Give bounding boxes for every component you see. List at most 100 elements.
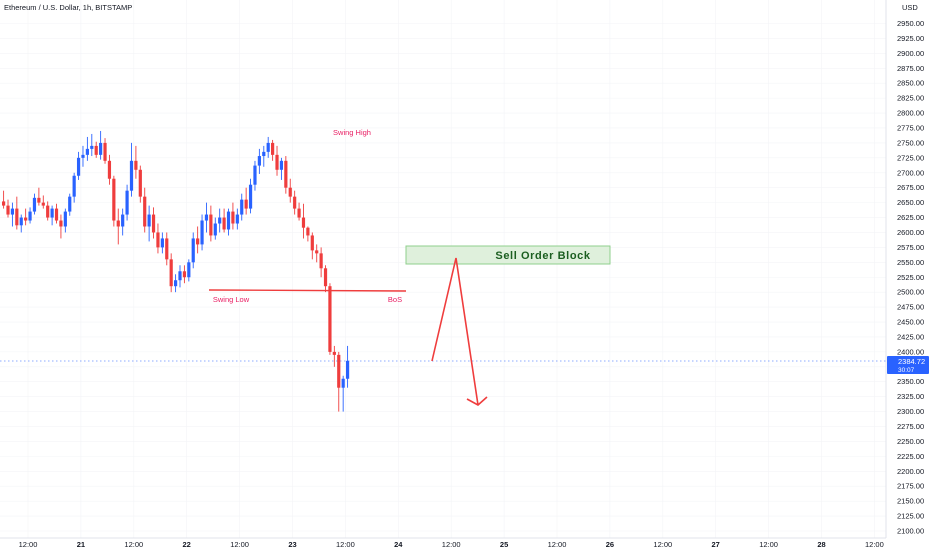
price-tick-label: 2675.00 bbox=[897, 183, 924, 192]
candle bbox=[257, 148, 261, 174]
candle bbox=[266, 136, 270, 158]
candle bbox=[231, 202, 235, 230]
price-tick-label: 2125.00 bbox=[897, 512, 924, 521]
projection-path[interactable] bbox=[431, 257, 479, 406]
candle bbox=[54, 203, 59, 224]
candle-body bbox=[72, 175, 76, 197]
candle bbox=[244, 187, 248, 215]
time-axis[interactable]: 12:00 21 12:00 22 12:00 23 12:00 24 12:00 25 12:00… bbox=[19, 540, 884, 549]
candle bbox=[143, 187, 147, 233]
price-tick-label: 2425.00 bbox=[897, 332, 924, 341]
candle bbox=[240, 193, 244, 221]
candle-body bbox=[94, 145, 98, 155]
candle bbox=[46, 201, 50, 221]
price-tick-label: 2275.00 bbox=[897, 422, 924, 431]
price-tick-label: 2825.00 bbox=[897, 94, 924, 103]
price-tick-label: 2700.00 bbox=[897, 168, 924, 177]
candle-body bbox=[204, 214, 209, 221]
candle-body bbox=[293, 196, 297, 209]
candle bbox=[204, 202, 209, 233]
candle-body bbox=[288, 187, 292, 197]
candle bbox=[226, 208, 231, 236]
candle bbox=[138, 165, 142, 203]
candle bbox=[129, 142, 134, 197]
candle-body bbox=[85, 148, 89, 155]
candle bbox=[94, 141, 98, 158]
candle-body bbox=[81, 154, 85, 158]
candle bbox=[301, 203, 306, 239]
currency-label[interactable]: USD bbox=[902, 3, 918, 12]
price-tick-label: 2850.00 bbox=[897, 79, 924, 88]
candle bbox=[81, 145, 85, 167]
candle-body bbox=[187, 262, 191, 278]
candle-body bbox=[6, 205, 10, 215]
price-tick-label: 2475.00 bbox=[897, 303, 924, 312]
candles bbox=[2, 130, 350, 412]
bos-line[interactable] bbox=[208, 289, 407, 292]
price-tick-label: 2600.00 bbox=[897, 228, 924, 237]
price-tick-label: 2550.00 bbox=[897, 258, 924, 267]
candle bbox=[103, 138, 107, 164]
candle bbox=[275, 145, 279, 176]
candle bbox=[253, 160, 257, 191]
candle-body bbox=[160, 238, 164, 248]
candle-body bbox=[112, 178, 116, 221]
candle-body bbox=[209, 214, 213, 236]
candle-body bbox=[32, 197, 37, 212]
price-tick-label: 2625.00 bbox=[897, 213, 924, 222]
candle-body bbox=[46, 205, 50, 218]
candle-body bbox=[315, 250, 319, 254]
candle bbox=[68, 193, 72, 216]
candle bbox=[107, 154, 112, 185]
candle-body bbox=[328, 286, 332, 352]
sell-order-block-label: Sell Order Block bbox=[495, 250, 590, 262]
current-price-tag: 2384.72 30:07 bbox=[887, 356, 929, 374]
candle bbox=[116, 208, 120, 245]
candle-body bbox=[143, 196, 147, 227]
candle-body bbox=[196, 238, 200, 245]
candle-body bbox=[173, 280, 178, 287]
time-tick-label: 27 bbox=[712, 540, 720, 549]
price-tick-label: 2400.00 bbox=[897, 347, 924, 356]
candle bbox=[306, 226, 310, 242]
candle bbox=[337, 351, 341, 412]
candle-body bbox=[310, 235, 314, 251]
candle-body bbox=[125, 190, 129, 215]
candle bbox=[160, 232, 164, 254]
price-tick-label: 2175.00 bbox=[897, 482, 924, 491]
candle-body bbox=[323, 268, 328, 287]
candle-body bbox=[297, 208, 301, 218]
candle-body bbox=[337, 354, 341, 388]
candle-body bbox=[200, 220, 204, 245]
candle-body bbox=[319, 253, 323, 269]
candle bbox=[196, 226, 200, 254]
candle bbox=[173, 274, 178, 293]
candle bbox=[76, 151, 81, 180]
time-tick-label: 23 bbox=[288, 540, 296, 549]
price-tick-label: 2500.00 bbox=[897, 288, 924, 297]
time-tick-label: 12:00 bbox=[19, 540, 38, 549]
candle bbox=[341, 375, 345, 412]
candle bbox=[235, 208, 239, 230]
price-axis[interactable]: 2950.00 2925.00 2900.00 2875.00 2850.00 2825.… bbox=[897, 19, 924, 536]
candle-body bbox=[129, 160, 134, 191]
candle bbox=[328, 283, 332, 355]
candle bbox=[24, 208, 28, 226]
candle bbox=[125, 184, 129, 221]
candle-body bbox=[262, 151, 266, 157]
candle-body bbox=[235, 214, 239, 224]
candle bbox=[187, 259, 191, 282]
candle-body bbox=[63, 211, 67, 227]
price-tick-label: 2650.00 bbox=[897, 198, 924, 207]
candle-body bbox=[147, 214, 151, 227]
candle bbox=[90, 133, 94, 157]
candle-body bbox=[15, 208, 19, 226]
candle-body bbox=[244, 199, 248, 209]
candle bbox=[63, 208, 67, 233]
time-tick-label: 12:00 bbox=[442, 540, 461, 549]
candle bbox=[297, 202, 301, 221]
current-price-value: 2384.72 bbox=[898, 357, 925, 366]
candle-body bbox=[37, 197, 41, 203]
